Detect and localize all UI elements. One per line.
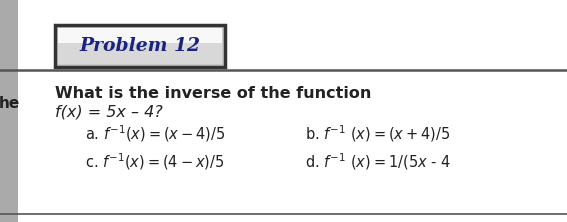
Text: a. $f^{-1}(x) = (x-4)/5$: a. $f^{-1}(x) = (x-4)/5$ [85,124,226,144]
Bar [55,25,225,67]
Bar [0,0,18,222]
Text: b. $f^{-1}\ (x) = (x+4)/5$: b. $f^{-1}\ (x) = (x+4)/5$ [305,124,450,144]
Text: Problem 12: Problem 12 [79,37,201,55]
Text: he: he [0,95,20,111]
Bar [58,43,222,64]
Text: f(x) = 5x – 4?: f(x) = 5x – 4? [55,105,163,119]
Text: c. $f^{-1}(x) = (4-x)/5$: c. $f^{-1}(x) = (4-x)/5$ [85,152,225,172]
Text: What is the inverse of the function: What is the inverse of the function [55,87,371,101]
Bar [58,28,222,46]
Text: d. $f^{-1}\ (x) = 1/(5x$ - 4: d. $f^{-1}\ (x) = 1/(5x$ - 4 [305,152,451,172]
